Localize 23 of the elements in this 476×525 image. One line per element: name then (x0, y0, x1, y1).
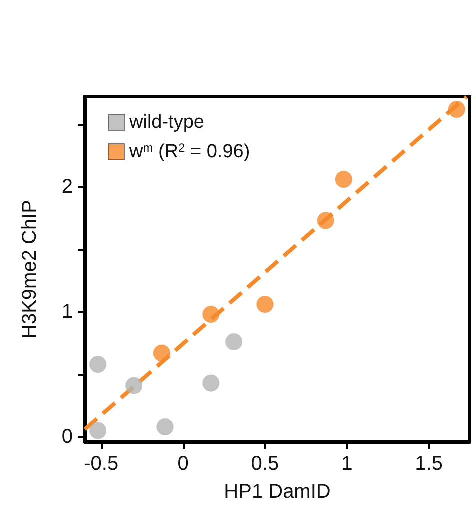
point (448, 101, 466, 118)
y-axis-title: H3K9me2 ChIP (19, 200, 41, 339)
x-axis-title: HP1 DamID (224, 481, 331, 503)
y-tick-label: 0 (62, 426, 73, 448)
x-tick-label: 0.5 (251, 453, 280, 475)
x-tick-label: -0.5 (84, 453, 119, 475)
y-tick-label: 1 (62, 301, 73, 323)
point (156, 418, 174, 436)
y-tick-label: 2 (62, 176, 73, 198)
legend-label: wild-type (128, 112, 204, 133)
point (256, 296, 274, 313)
x-tick-label: 1 (342, 453, 353, 475)
point (202, 306, 220, 323)
point (90, 356, 107, 373)
point (226, 334, 243, 350)
x-tick-label: 1.5 (415, 453, 443, 475)
point (202, 374, 220, 392)
point (335, 171, 352, 188)
point (154, 344, 170, 362)
point (317, 212, 334, 230)
point (90, 422, 107, 440)
x-tick-label: 0 (178, 453, 189, 475)
point (126, 377, 143, 394)
